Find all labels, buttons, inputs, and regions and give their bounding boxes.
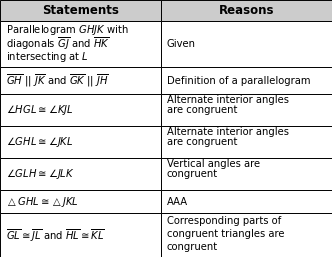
Text: diagonals $\overline{GJ}$ and $\overline{HK}$: diagonals $\overline{GJ}$ and $\overline…	[6, 35, 110, 52]
Text: $\triangle GHL \cong \triangle JKL$: $\triangle GHL \cong \triangle JKL$	[6, 195, 79, 209]
Bar	[0, 126, 161, 158]
Bar	[0, 0, 161, 21]
Text: congruent: congruent	[167, 242, 218, 252]
Text: $\overline{GH}$ || $\overline{JK}$ and $\overline{GK}$ || $\overline{JH}$: $\overline{GH}$ || $\overline{JK}$ and $…	[6, 72, 109, 89]
Text: are congruent: are congruent	[167, 137, 237, 146]
Bar	[161, 0, 332, 21]
Text: $\angle HGL \cong \angle KJL$: $\angle HGL \cong \angle KJL$	[6, 103, 73, 117]
Bar	[0, 190, 161, 213]
Text: Alternate interior angles: Alternate interior angles	[167, 95, 289, 105]
Text: are congruent: are congruent	[167, 105, 237, 115]
Bar	[161, 158, 332, 190]
Text: Parallelogram $\mathit{GHJK}$ with: Parallelogram $\mathit{GHJK}$ with	[6, 23, 129, 36]
Bar	[161, 190, 332, 213]
Text: Statements: Statements	[42, 4, 119, 17]
Bar	[0, 158, 161, 190]
Bar	[0, 67, 161, 94]
Bar	[161, 94, 332, 126]
Text: $\angle GLH \cong \angle JLK$: $\angle GLH \cong \angle JLK$	[6, 167, 75, 181]
Text: Given: Given	[167, 39, 196, 49]
Text: $\angle GHL \cong \angle JKL$: $\angle GHL \cong \angle JKL$	[6, 135, 73, 149]
Bar	[161, 21, 332, 67]
Bar	[161, 213, 332, 257]
Bar	[0, 94, 161, 126]
Text: $\overline{GL} \cong \overline{JL}$ and $\overline{HL} \cong \overline{KL}$: $\overline{GL} \cong \overline{JL}$ and …	[6, 227, 105, 243]
Text: Definition of a parallelogram: Definition of a parallelogram	[167, 76, 310, 86]
Bar	[0, 213, 161, 257]
Text: Vertical angles are: Vertical angles are	[167, 159, 260, 169]
Bar	[0, 21, 161, 67]
Text: congruent: congruent	[167, 169, 218, 179]
Text: congruent triangles are: congruent triangles are	[167, 229, 285, 239]
Text: Reasons: Reasons	[219, 4, 274, 17]
Bar	[161, 126, 332, 158]
Text: AAA: AAA	[167, 197, 188, 207]
Bar	[161, 67, 332, 94]
Text: Corresponding parts of: Corresponding parts of	[167, 216, 281, 226]
Text: intersecting at $\mathit{L}$: intersecting at $\mathit{L}$	[6, 50, 89, 64]
Text: Alternate interior angles: Alternate interior angles	[167, 127, 289, 137]
